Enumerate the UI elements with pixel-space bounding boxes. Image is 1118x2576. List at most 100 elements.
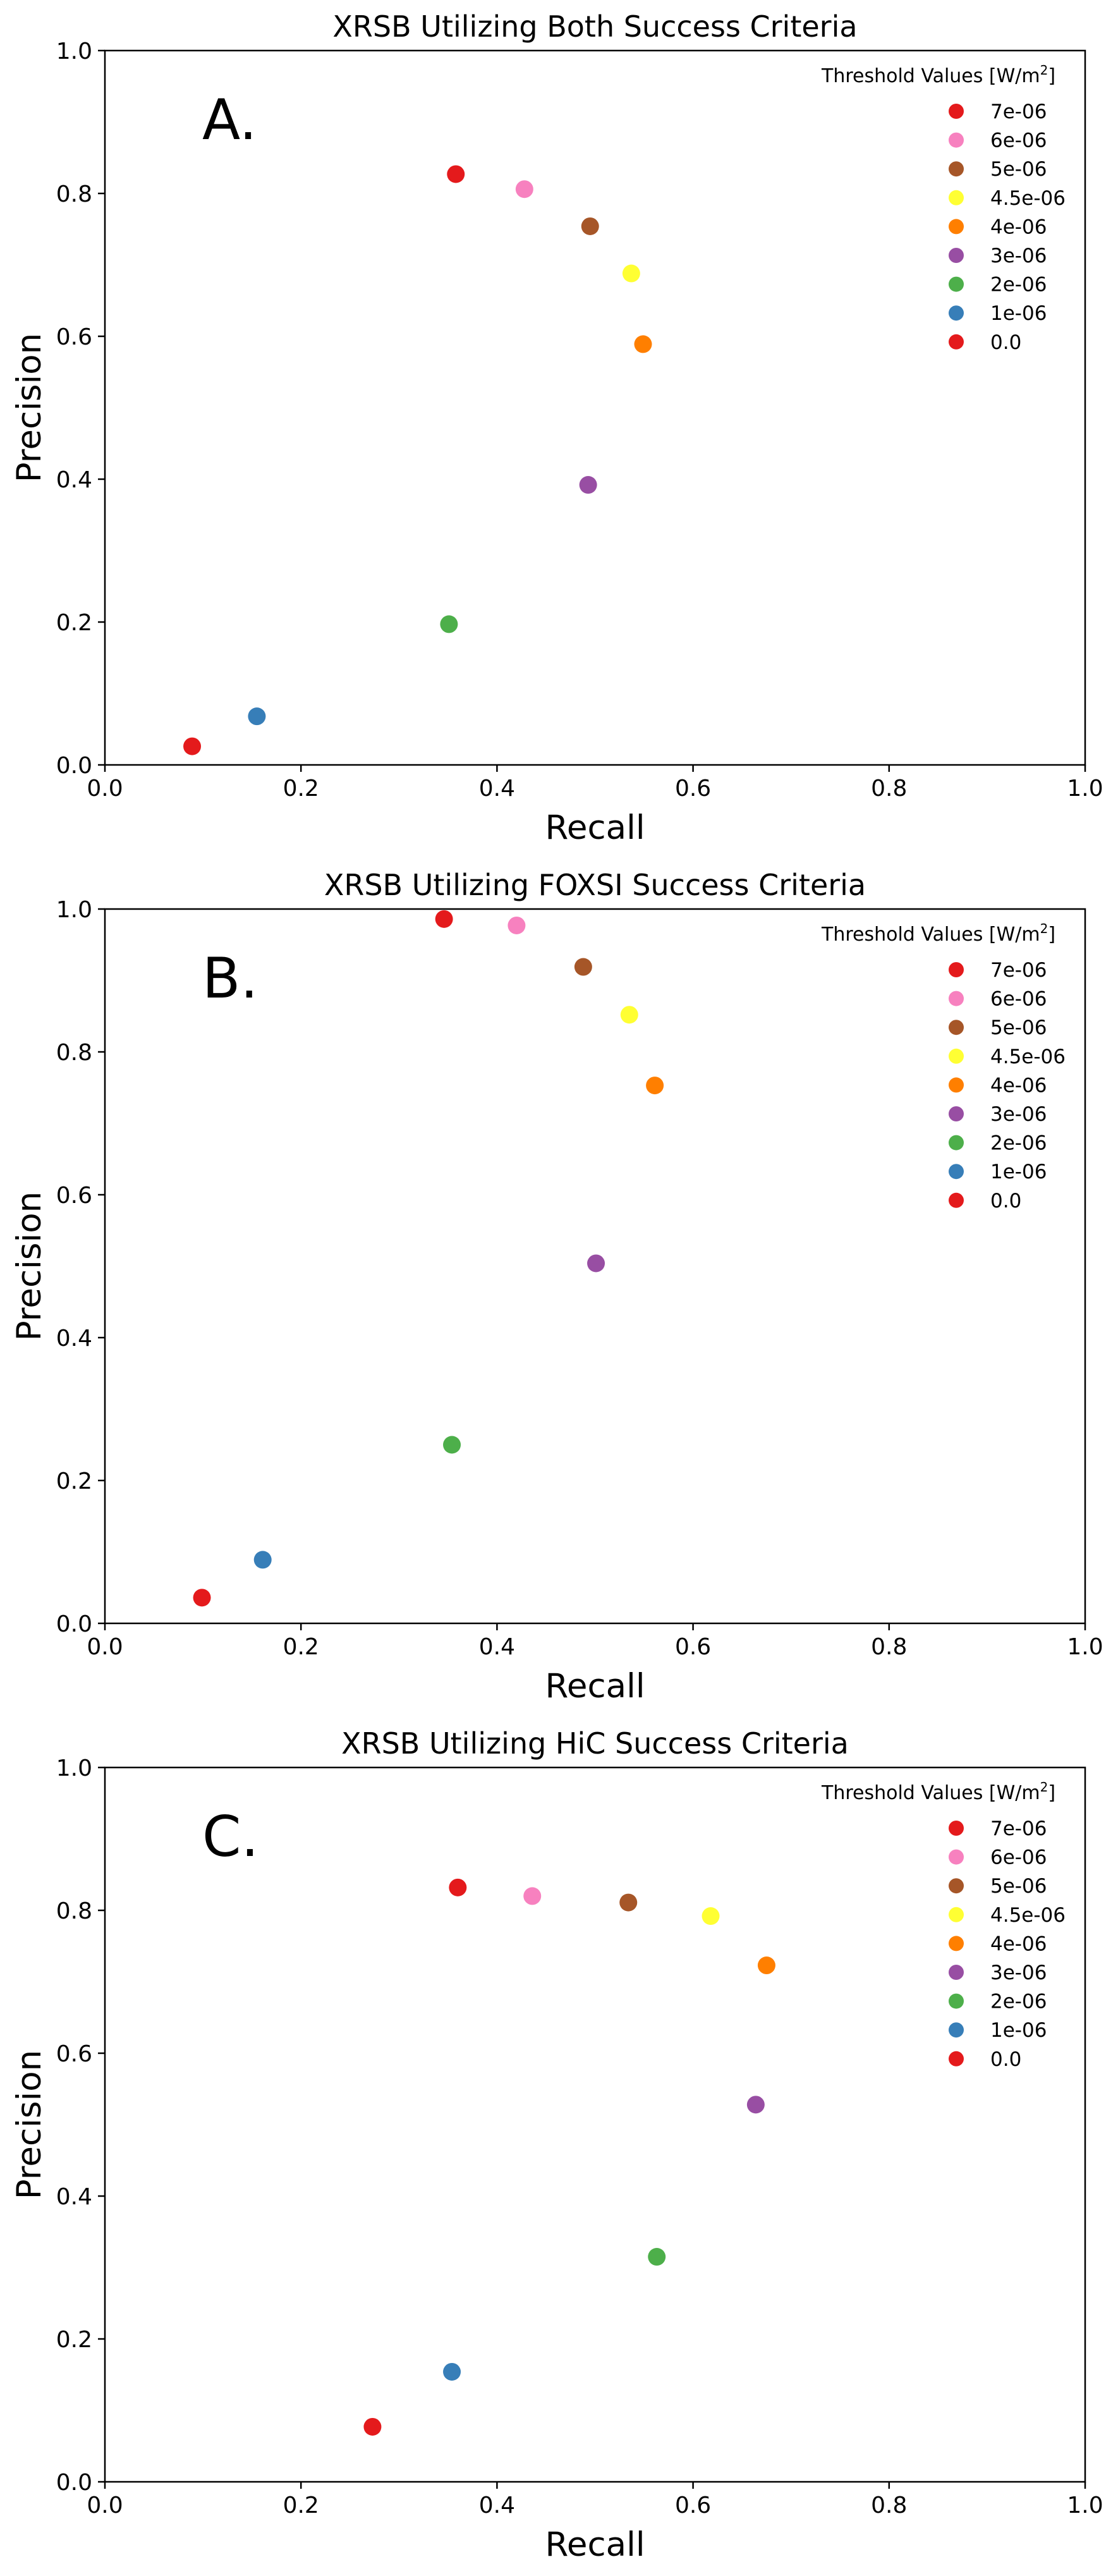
legend-label: 3e-06	[990, 1962, 1047, 1984]
y-tick-label: 1.0	[56, 39, 92, 64]
data-point-2e-06	[440, 615, 458, 633]
y-tick-label: 0.6	[56, 2041, 92, 2067]
legend-marker	[949, 1907, 964, 1922]
chart-title: XRSB Utilizing FOXSI Success Criteria	[324, 868, 866, 902]
y-axis-label: Precision	[10, 1192, 49, 1341]
y-axis-label: Precision	[10, 333, 49, 482]
x-tick-label: 0.6	[675, 776, 711, 802]
x-tick-label: 0.0	[87, 1634, 123, 1660]
data-point-7e-06	[449, 1878, 467, 1896]
x-axis-label: Recall	[545, 1667, 645, 1706]
legend-label: 7e-06	[990, 959, 1047, 982]
legend-marker	[949, 219, 964, 235]
legend-title-sup: 2	[1040, 1779, 1048, 1795]
x-axis-label: Recall	[545, 809, 645, 847]
chart-panel-2: XRSB Utilizing FOXSI Success Criteria 0.0…	[10, 868, 1103, 1706]
data-point-4.5e-06	[622, 264, 640, 283]
legend-marker	[949, 1936, 964, 1951]
legend-marker	[949, 1192, 964, 1208]
legend-marker	[949, 962, 964, 977]
y-tick-label: 0.2	[56, 1468, 92, 1494]
y-axis-label: Precision	[10, 2050, 49, 2199]
legend-label: 1e-06	[990, 2019, 1047, 2042]
x-tick-label: 0.8	[871, 776, 907, 802]
legend-label: 2e-06	[990, 1991, 1047, 2013]
legend-label: 4.5e-06	[990, 1046, 1066, 1068]
x-axis-label: Recall	[545, 2525, 645, 2564]
legend-label: 2e-06	[990, 274, 1047, 296]
panel-letter: B.	[202, 946, 258, 1011]
x-tick-label: 0.6	[675, 2493, 711, 2518]
legend-label: 7e-06	[990, 1817, 1047, 1840]
data-point-4.5e-06	[702, 1907, 720, 1926]
y-tick-label: 0.0	[56, 2470, 92, 2496]
x-tick-label: 0.4	[479, 776, 515, 802]
legend-label: 4e-06	[990, 1932, 1047, 1955]
legend-marker	[949, 104, 964, 119]
panel-letter: C.	[202, 1804, 258, 1869]
x-tick-label: 1.0	[1067, 2493, 1103, 2518]
legend-marker	[949, 1164, 964, 1180]
legend-marker	[949, 1993, 964, 2009]
legend-marker	[949, 1106, 964, 1121]
y-tick-label: 0.0	[56, 1611, 92, 1637]
legend-marker	[949, 190, 964, 205]
legend-label: 5e-06	[990, 1016, 1047, 1039]
legend-label: 3e-06	[990, 1103, 1047, 1126]
y-tick-label: 0.2	[56, 2327, 92, 2353]
data-point-3e-06	[587, 1254, 605, 1273]
x-tick-label: 0.6	[675, 1634, 711, 1660]
x-tick-label: 1.0	[1067, 1634, 1103, 1660]
y-tick-label: 0.6	[56, 1183, 92, 1209]
legend-label: 1e-06	[990, 1161, 1047, 1183]
data-point-2e-06	[648, 2248, 666, 2266]
legend-title-text: Threshold Values [W/m	[821, 1782, 1040, 1804]
chart-title: XRSB Utilizing Both Success Criteria	[332, 9, 857, 44]
y-tick-label: 0.6	[56, 324, 92, 350]
data-point-5e-06	[581, 217, 599, 235]
legend-marker	[949, 1965, 964, 1980]
data-point-4e-06	[757, 1956, 775, 1975]
plot-frame	[104, 49, 1086, 766]
legend-label: 2e-06	[990, 1132, 1047, 1155]
legend-marker	[949, 161, 964, 177]
data-point-6e-06	[507, 916, 526, 934]
data-point-0.0	[183, 737, 202, 755]
data-point-4.5e-06	[620, 1006, 638, 1024]
x-tick-label: 0.2	[283, 1634, 319, 1660]
legend-label: 0.0	[990, 1190, 1021, 1212]
data-point-0.0	[363, 2417, 382, 2436]
legend-title: Threshold Values [W/m2]	[821, 1779, 1055, 1804]
legend-label: 4e-06	[990, 216, 1047, 238]
legend-title: Threshold Values [W/m2]	[821, 63, 1055, 87]
y-tick-label: 0.2	[56, 610, 92, 636]
data-point-3e-06	[579, 476, 597, 494]
legend: Threshold Values [W/m2]7e-066e-065e-064.…	[821, 63, 1066, 354]
legend-marker	[949, 1135, 964, 1151]
y-tick-label: 1.0	[56, 1755, 92, 1781]
data-point-1e-06	[253, 1551, 272, 1569]
data-point-3e-06	[746, 2096, 765, 2114]
legend-label: 5e-06	[990, 1875, 1047, 1898]
legend-title-end: ]	[1048, 1782, 1055, 1804]
legend-title-sup: 2	[1040, 921, 1048, 936]
legend-marker	[949, 334, 964, 350]
y-tick-label: 0.8	[56, 1898, 92, 1924]
legend-title-text: Threshold Values [W/m	[821, 924, 1040, 946]
legend-label: 0.0	[990, 2048, 1021, 2071]
legend-label: 5e-06	[990, 158, 1047, 181]
data-point-0.0	[193, 1589, 211, 1607]
legend: Threshold Values [W/m2]7e-066e-065e-064.…	[821, 1779, 1066, 2071]
data-point-6e-06	[515, 180, 533, 198]
data-point-5e-06	[574, 958, 592, 976]
y-tick-label: 0.8	[56, 1040, 92, 1066]
legend-marker	[949, 132, 964, 148]
x-tick-label: 0.2	[283, 2493, 319, 2518]
data-point-2e-06	[443, 1436, 461, 1454]
legend-marker	[949, 1048, 964, 1064]
y-tick-label: 1.0	[56, 897, 92, 923]
y-tick-label: 0.4	[56, 2184, 92, 2210]
legend-label: 4.5e-06	[990, 1904, 1066, 1927]
